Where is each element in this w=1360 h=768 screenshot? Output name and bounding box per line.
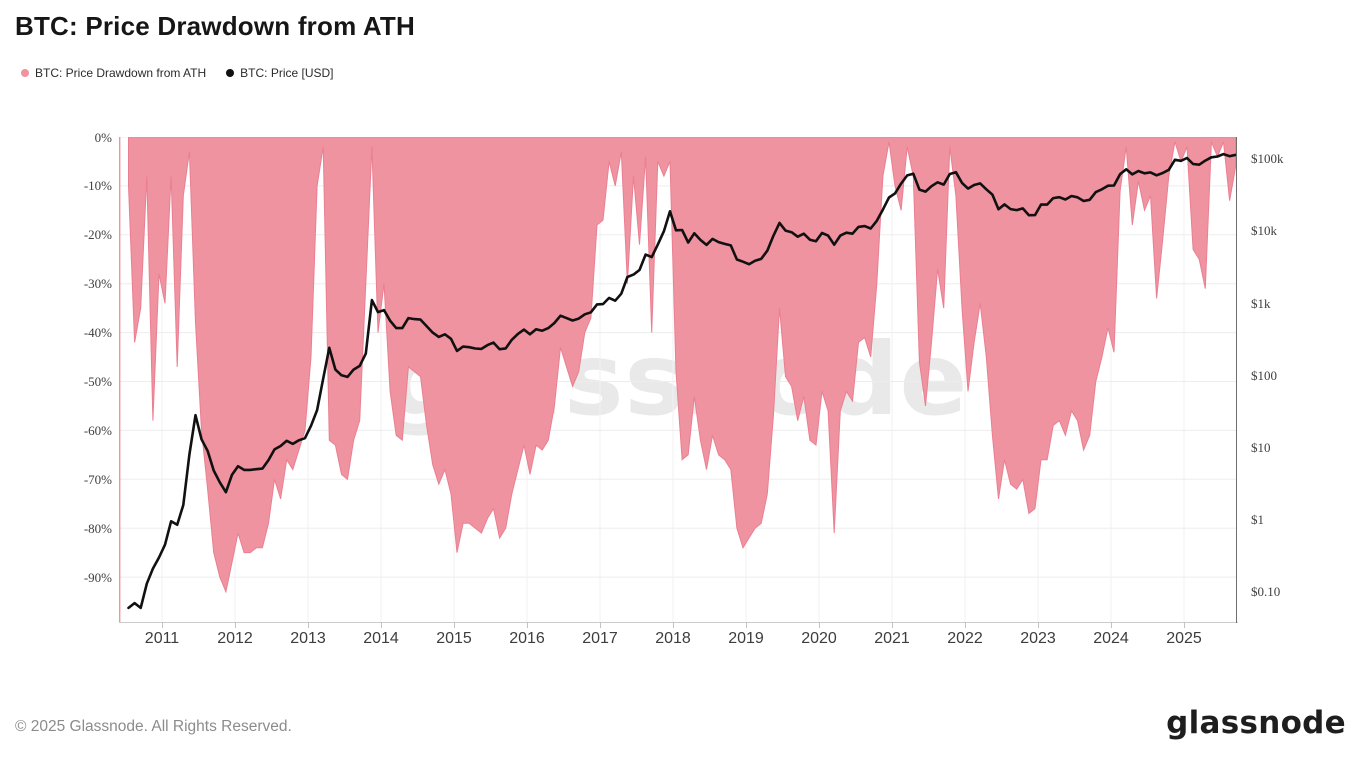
x-tick-label: 2017: [582, 630, 618, 647]
drawdown-series-dot-icon: [21, 69, 29, 77]
legend-item-price[interactable]: BTC: Price [USD]: [226, 66, 334, 80]
price-line-series: [127, 152, 1237, 610]
x-tick-label: 2012: [217, 630, 253, 647]
legend-label-drawdown: BTC: Price Drawdown from ATH: [35, 66, 207, 80]
x-tick-label: 2018: [655, 630, 691, 647]
drawdown-area-series: [128, 137, 1237, 594]
price-series-dot-icon: [226, 69, 235, 77]
y-right-tick-label: $1: [1251, 512, 1264, 528]
y-left-tick-label: -20%: [83, 227, 112, 243]
page-title: BTC: Price Drawdown from ATH: [15, 11, 415, 41]
x-tick-label: 2021: [874, 630, 910, 647]
y-right-tick-label: $1k: [1251, 295, 1271, 311]
x-axis-line: [119, 622, 1238, 623]
y-left-tick-label: -80%: [83, 520, 112, 536]
x-tick-label: 2024: [1093, 630, 1129, 647]
x-tick-label: 2016: [509, 630, 545, 647]
y-left-tick-label: -70%: [83, 471, 112, 487]
y-left-tick-label: -50%: [83, 374, 112, 389]
glassnode-logo: glassnode: [1166, 705, 1346, 741]
y-right-tick-label: $100k: [1251, 151, 1284, 167]
y-right-tick-label: $10: [1251, 440, 1271, 455]
copyright-text: © 2025 Glassnode. All Rights Reserved.: [15, 718, 292, 735]
chart-plot-area[interactable]: [119, 137, 1237, 622]
right-axis-line: [1236, 137, 1237, 623]
x-tick-label: 2015: [436, 630, 472, 647]
y-right-tick-label: $10k: [1251, 223, 1277, 239]
legend-label-price: BTC: Price [USD]: [240, 66, 334, 80]
y-right-tick-label: $0.10: [1251, 584, 1281, 600]
legend-item-drawdown[interactable]: BTC: Price Drawdown from ATH: [21, 66, 206, 80]
y-left-tick-label: -40%: [83, 325, 112, 341]
chart-legend: BTC: Price Drawdown from ATH BTC: Price …: [21, 66, 334, 80]
x-tick-label: 2011: [144, 630, 180, 647]
x-tick-label: 2025: [1166, 630, 1202, 647]
x-tick-label: 2020: [801, 630, 837, 647]
y-left-tick-label: -90%: [83, 569, 112, 585]
x-tick-label: 2023: [1020, 630, 1056, 647]
x-tick-label: 2019: [728, 630, 764, 647]
y-right-tick-label: $100: [1251, 367, 1277, 383]
y-left-tick-label: -60%: [83, 422, 112, 438]
x-tick-label: 2014: [363, 630, 399, 647]
y-left-tick-label: 0%: [94, 129, 112, 145]
x-tick-label: 2013: [290, 630, 326, 647]
y-left-tick-label: -10%: [83, 178, 112, 194]
y-left-tick-label: -30%: [83, 276, 112, 292]
x-tick-label: 2022: [947, 630, 983, 647]
